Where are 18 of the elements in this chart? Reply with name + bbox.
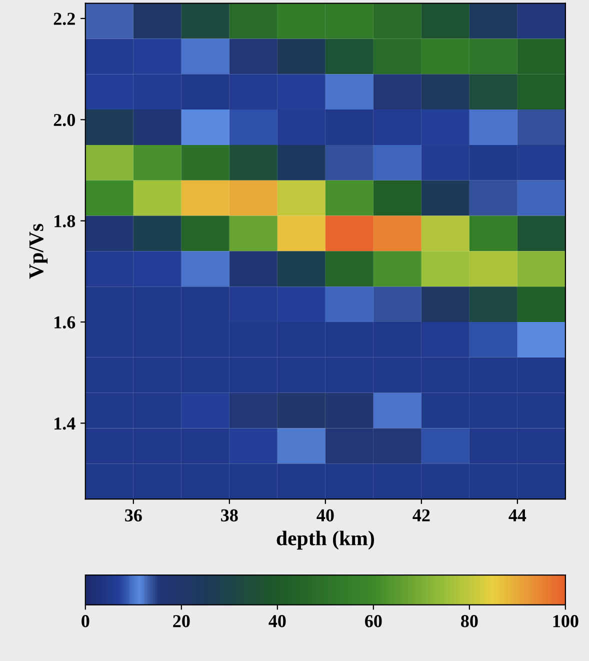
x-axis-title: depth (km) — [276, 530, 374, 550]
y-tick-label: 1.4 — [54, 418, 76, 430]
y-tick-label: 2.2 — [54, 12, 75, 25]
x-tick-label: 40 — [316, 509, 334, 522]
x-tick-label: 36 — [125, 509, 142, 522]
x-tick-label: 44 — [508, 509, 526, 522]
y-axis-title: Vp/Vs — [29, 224, 48, 279]
y-tick-label: 1.6 — [54, 316, 76, 329]
color-bar-label: 80 — [461, 615, 478, 628]
x-tick-label: 42 — [412, 509, 430, 522]
color-bar-label: 20 — [173, 615, 190, 628]
color-bar-label: 0 — [82, 615, 90, 628]
color-bar-label: 100 — [553, 615, 578, 628]
color-bar-label: 40 — [268, 615, 286, 628]
y-tick-label: 1.8 — [54, 215, 76, 228]
color-bar-label: 60 — [365, 615, 382, 628]
x-tick-label: 38 — [221, 509, 238, 522]
y-tick-label: 2.0 — [54, 114, 75, 126]
